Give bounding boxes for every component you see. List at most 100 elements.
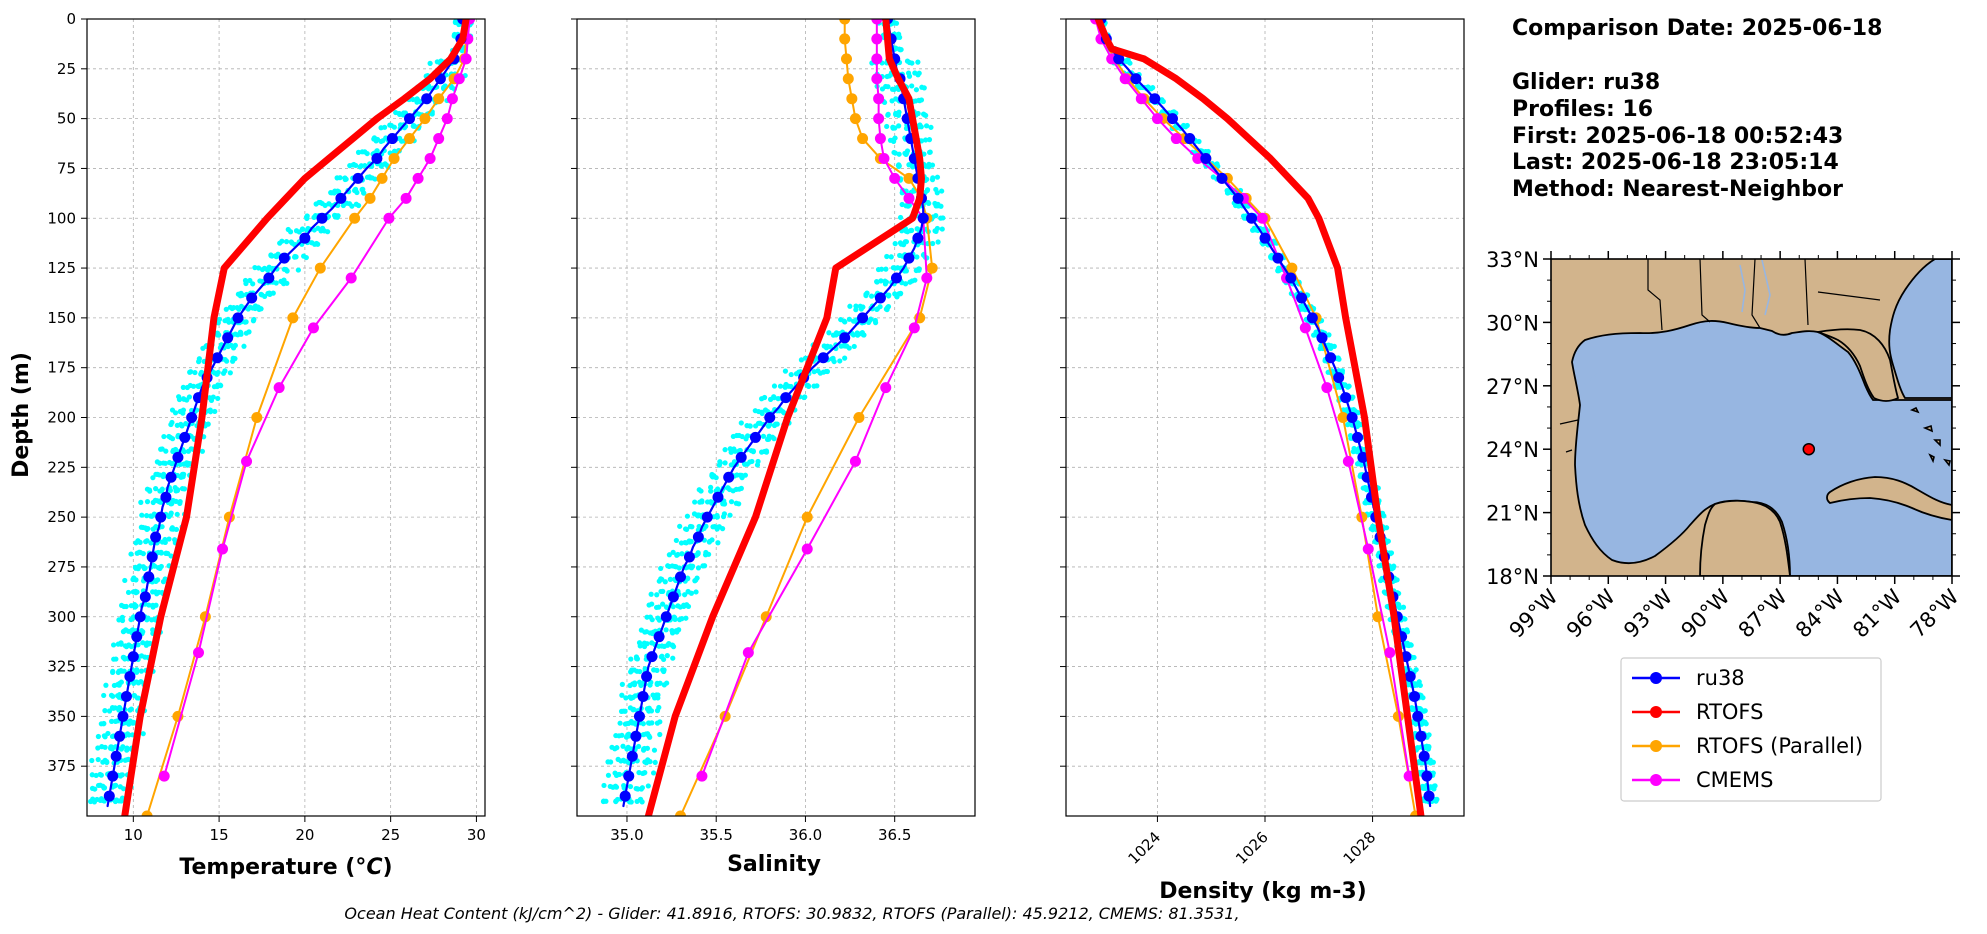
glider-profile-point xyxy=(89,772,95,778)
glider-profile-point xyxy=(689,524,695,530)
depth-tick-label: 300 xyxy=(47,608,76,626)
glider-profile-point xyxy=(619,681,625,687)
glider-profile-point xyxy=(95,756,101,763)
glider-profile-point xyxy=(608,759,614,765)
glider-profile-point xyxy=(118,772,124,778)
glider-profile-point xyxy=(106,708,113,714)
glider-profile-point xyxy=(658,654,664,660)
ru38-point xyxy=(1412,710,1424,722)
cmems-point xyxy=(873,113,885,125)
rtofs-parallel-point xyxy=(1286,262,1298,274)
glider-profile-point xyxy=(898,46,904,53)
glider-profile-point xyxy=(708,484,714,491)
glider-profile-point xyxy=(939,188,945,194)
glider-profile-point xyxy=(101,692,107,699)
ru38-point xyxy=(131,631,143,643)
glider-profile-point xyxy=(924,176,930,182)
glider-profile-point xyxy=(935,239,941,245)
ru38-point xyxy=(155,511,167,523)
glider-profile-point xyxy=(1397,604,1403,611)
glider-profile-point xyxy=(649,601,655,607)
lon-tick-label: 93°W xyxy=(1619,584,1677,642)
ru38-point xyxy=(619,790,631,802)
glider-profile-point xyxy=(878,266,885,272)
glider-profile-point xyxy=(697,499,703,505)
glider-profile-point xyxy=(119,614,126,620)
glider-profile-point xyxy=(692,499,698,505)
glider-profile-point xyxy=(620,743,626,749)
glider-profile-point xyxy=(644,641,650,647)
glider-profile-point xyxy=(847,303,853,309)
ru38-point xyxy=(633,710,645,722)
glider-profile-point xyxy=(121,603,127,610)
salinity-axis-label: Salinity xyxy=(727,852,821,877)
glider-profile-point xyxy=(139,512,145,518)
glider-profile-point xyxy=(246,329,252,335)
rtofs-parallel-point xyxy=(1337,412,1349,423)
glider-profile-point xyxy=(928,124,934,130)
glider-profile-point xyxy=(673,537,679,544)
glider-profile-point xyxy=(656,643,662,649)
glider-profile-point xyxy=(670,604,676,610)
glider-profile-point xyxy=(95,733,101,740)
lon-tick-label: 78°W xyxy=(1906,584,1964,642)
glider-profile-point xyxy=(111,656,117,662)
glider-profile-point xyxy=(895,112,902,118)
glider-profile-point xyxy=(142,565,148,571)
legend-label: RTOFS (Parallel) xyxy=(1696,734,1863,758)
glider-profile-point xyxy=(771,395,777,401)
glider-profile-point xyxy=(734,432,740,439)
rtofs-line xyxy=(121,19,470,816)
glider-profile-point xyxy=(670,655,676,661)
glider-profile-point xyxy=(138,668,145,674)
glider-profile-point xyxy=(612,783,619,789)
ru38-point xyxy=(352,172,364,184)
glider-profile-point xyxy=(287,229,294,235)
salinity-xtick-label: 35.5 xyxy=(700,826,733,844)
glider-profile-point xyxy=(648,591,654,597)
glider-profile-point xyxy=(98,772,104,778)
rtofs-line xyxy=(644,19,925,816)
ru38-point xyxy=(150,531,162,543)
ru38-point xyxy=(780,392,792,404)
glider-profile-point xyxy=(429,111,435,117)
glider-profile-point xyxy=(645,783,651,789)
glider-profile-point xyxy=(649,617,655,623)
ru38-point xyxy=(675,571,687,583)
lon-tick-label: 81°W xyxy=(1848,584,1906,642)
glider-profile-point xyxy=(661,667,667,673)
glider-profile-point xyxy=(649,720,655,726)
glider-profile-point xyxy=(662,579,668,585)
glider-profile-point xyxy=(760,433,767,439)
glider-profile-point xyxy=(223,306,229,312)
glider-profile-point xyxy=(676,627,682,633)
glider-profile-point xyxy=(168,421,174,428)
glider-profile-point xyxy=(118,798,124,804)
cmems-point xyxy=(871,53,883,65)
glider-profile-point xyxy=(903,268,910,274)
glider-profile-point xyxy=(138,499,144,505)
glider-profile-point xyxy=(118,641,124,647)
glider-profile-point xyxy=(632,680,638,686)
glider-profile-point xyxy=(892,150,898,156)
rtofs-parallel-point xyxy=(433,93,445,105)
cmems-line xyxy=(700,19,928,778)
cmems-point xyxy=(307,322,319,334)
glider-profile-point xyxy=(89,785,96,791)
ru38-point xyxy=(386,133,398,145)
glider-profile-point xyxy=(159,488,165,494)
glider-profile-point xyxy=(168,553,174,559)
glider-profile-point xyxy=(334,214,340,220)
glider-profile-point xyxy=(360,190,367,196)
glider-profile-point xyxy=(749,458,755,465)
rtofs-parallel-point xyxy=(760,611,772,623)
glider-profile-point xyxy=(1196,138,1202,145)
glider-profile-point xyxy=(921,85,927,91)
glider-profile-point xyxy=(625,720,632,727)
ru38-point xyxy=(660,611,672,623)
ru38-point xyxy=(124,671,136,683)
glider-profile-point xyxy=(160,460,167,466)
salinity-xtick-label: 35.0 xyxy=(610,826,643,844)
glider-profile-point xyxy=(130,614,137,620)
glider-profile-point xyxy=(752,408,758,414)
